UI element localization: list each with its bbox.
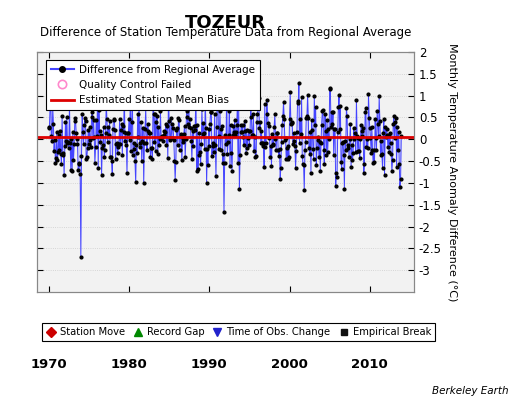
Text: Berkeley Earth: Berkeley Earth — [432, 386, 508, 396]
Text: 1990: 1990 — [191, 358, 227, 371]
Text: Difference of Station Temperature Data from Regional Average: Difference of Station Temperature Data f… — [40, 26, 411, 39]
Legend: Difference from Regional Average, Quality Control Failed, Estimated Station Mean: Difference from Regional Average, Qualit… — [46, 60, 260, 110]
Text: TOZEUR: TOZEUR — [185, 14, 266, 32]
Legend: Station Move, Record Gap, Time of Obs. Change, Empirical Break: Station Move, Record Gap, Time of Obs. C… — [42, 323, 435, 341]
Text: 2000: 2000 — [271, 358, 308, 371]
Text: 1970: 1970 — [30, 358, 67, 371]
Y-axis label: Monthly Temperature Anomaly Difference (°C): Monthly Temperature Anomaly Difference (… — [447, 43, 457, 301]
Text: 1980: 1980 — [111, 358, 147, 371]
Text: 2010: 2010 — [352, 358, 388, 371]
